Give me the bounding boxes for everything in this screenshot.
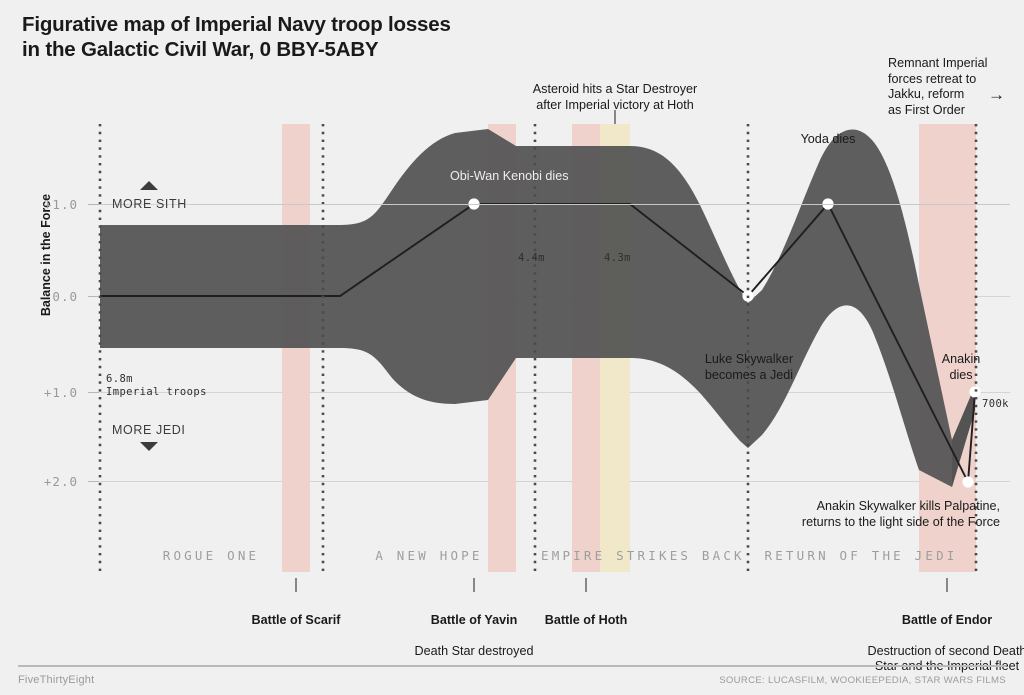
more-sith-label: MORE SITH xyxy=(112,197,187,211)
marker-anakin xyxy=(969,386,981,398)
battle-name-scarif: Battle of Scarif xyxy=(251,612,341,627)
force-band-area xyxy=(100,129,975,487)
y-tick-1: 0.0 xyxy=(52,289,78,304)
more-jedi-label: MORE JEDI xyxy=(112,423,186,437)
y-axis-label: Balance in the Force xyxy=(39,193,53,317)
title-line-1: Figurative map of Imperial Navy troop lo… xyxy=(22,13,451,36)
troop-label-start: 6.8m Imperial troops xyxy=(106,373,207,398)
battle-sub-yavin: Death Star destroyed xyxy=(414,643,534,658)
marker-palpatine xyxy=(962,476,974,488)
y-tick-3: +2.0 xyxy=(43,474,78,489)
film-label-a-new-hope: A NEW HOPE xyxy=(375,548,483,563)
battle-sub-endor: Destruction of second Death Star and the… xyxy=(867,643,1024,674)
page-title: Figurative map of Imperial Navy troop lo… xyxy=(22,12,722,62)
film-label-empire-strikes-back: EMPIRE STRIKES BACK xyxy=(541,548,745,563)
balance-line xyxy=(100,202,976,486)
film-label-return-of-the-jedi: RETURN OF THE JEDI xyxy=(764,548,958,563)
y-tick-2: +1.0 xyxy=(43,385,78,400)
remnant-arrow-icon: → xyxy=(988,85,1005,104)
troop-label-yavin: 4.4m xyxy=(518,252,545,264)
footer-brand: FiveThirtyEight xyxy=(18,674,95,686)
more-sith-arrow-icon xyxy=(140,181,158,190)
battle-label-scarif: Battle of Scarif xyxy=(196,597,396,644)
title-line-2: in the Galactic Civil War, 0 BBY-5ABY xyxy=(22,38,379,61)
battle-name-yavin: Battle of Yavin xyxy=(430,612,518,627)
annotation-palpatine: Anakin Skywalker kills Palpatine, return… xyxy=(801,499,1000,529)
battle-label-endor: Battle of Endor Destruction of second De… xyxy=(847,597,1024,690)
y-tick-0: +1.0 xyxy=(43,197,78,212)
battle-label-yavin: Battle of Yavin Death Star destroyed xyxy=(374,597,574,675)
battle-name-endor: Battle of Endor xyxy=(901,612,993,627)
more-jedi-arrow-icon xyxy=(140,442,158,451)
footer-divider xyxy=(18,665,1006,667)
annotation-anakin-dies: Anakin dies xyxy=(941,352,981,382)
annotation-ticks xyxy=(295,110,948,592)
footer-source: SOURCE: LUCASFILM, WOOKIEEPEDIA, STAR WA… xyxy=(719,675,1006,686)
annotation-yoda: Yoda dies xyxy=(800,132,856,146)
troop-label-hoth: 4.3m xyxy=(604,252,631,264)
battle-label-hoth: Battle of Hoth xyxy=(486,597,686,644)
annotation-asteroid: Asteroid hits a Star Destroyer after Imp… xyxy=(532,82,698,112)
y-tick-dashes xyxy=(88,204,99,482)
annotation-remnant: Remnant Imperial forces retreat to Jakku… xyxy=(888,56,988,117)
film-label-rogue-one: ROGUE ONE xyxy=(162,548,260,563)
annotation-luke: Luke Skywalker becomes a Jedi xyxy=(704,352,794,382)
annotation-obiwan: Obi-Wan Kenobi dies xyxy=(450,169,569,183)
battle-name-hoth: Battle of Hoth xyxy=(544,612,628,627)
troop-label-end: 700k xyxy=(982,398,1009,410)
